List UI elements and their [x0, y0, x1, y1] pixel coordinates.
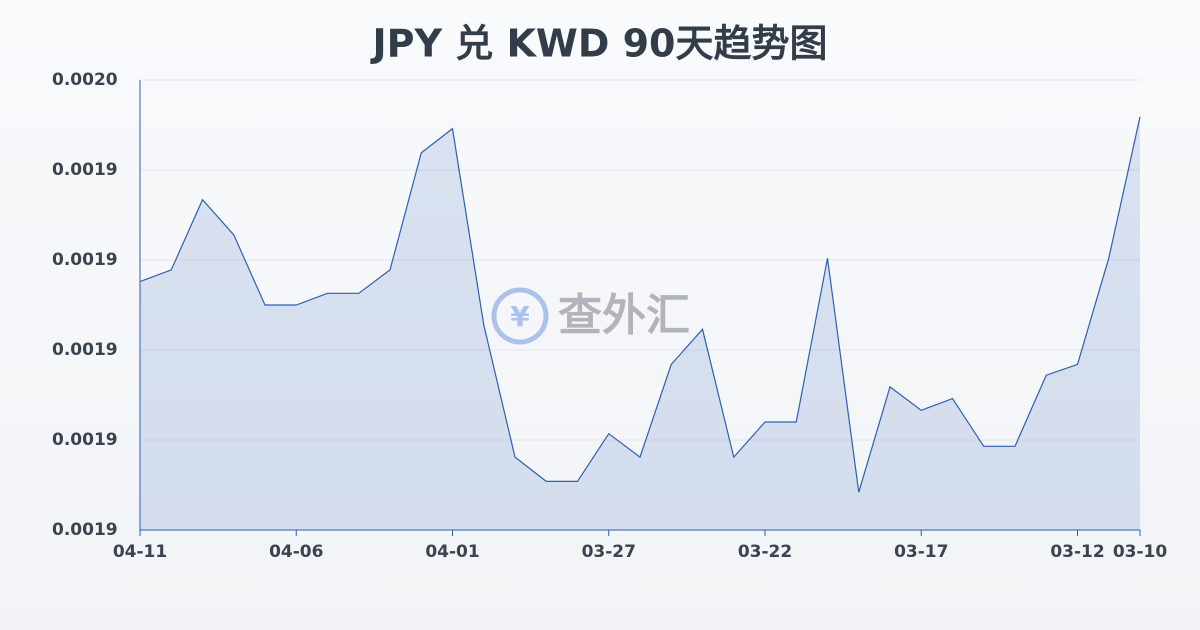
x-tick-label: 03-12 — [1050, 542, 1104, 562]
y-tick-label: 0.0019 — [52, 520, 118, 540]
x-tick-label: 04-11 — [113, 542, 167, 562]
line — [139, 116, 1141, 493]
x-tick-label: 03-17 — [894, 542, 948, 562]
watermark-icon — [491, 287, 549, 345]
y-tick-label: 0.0019 — [52, 340, 118, 360]
x-tick-label: 03-22 — [738, 542, 792, 562]
x-tick-label: 03-27 — [582, 542, 636, 562]
watermark: ¥ 查外汇 — [491, 287, 690, 345]
y-tick-label: 0.0020 — [52, 70, 118, 90]
y-tick-label: 0.0019 — [52, 160, 118, 180]
x-tick-label: 03-10 — [1113, 542, 1168, 562]
chart-title: JPY 兑 KWD 90天趋势图 — [370, 22, 828, 66]
watermark-text: 查外汇 — [558, 290, 690, 341]
area — [140, 116, 1140, 531]
x-tick-label: 04-01 — [425, 542, 479, 562]
watermark-icon-symbol: ¥ — [510, 300, 530, 333]
y-tick-label: 0.0019 — [52, 250, 118, 270]
y-tick-label: 0.0019 — [52, 430, 118, 450]
x-tick-label: 04-06 — [269, 542, 323, 562]
